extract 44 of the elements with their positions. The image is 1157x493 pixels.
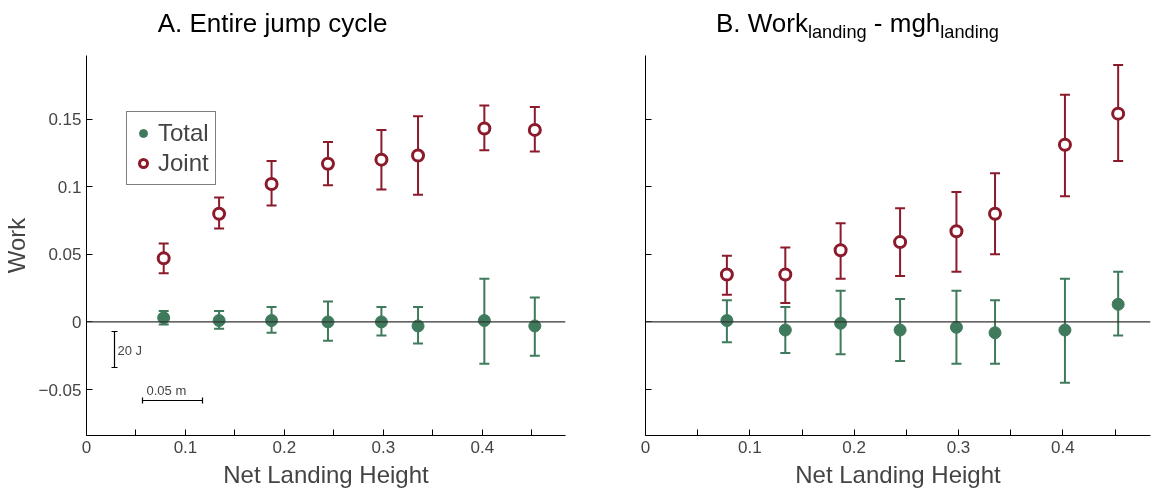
point [778, 323, 792, 337]
point [156, 251, 171, 266]
point [833, 243, 848, 258]
point [374, 152, 389, 167]
point [1111, 297, 1125, 311]
x-tick-label: 0.1 [738, 437, 762, 457]
point [988, 326, 1002, 340]
x-axis-title: Net Landing Height [223, 460, 430, 488]
point [320, 156, 335, 171]
point [949, 224, 964, 239]
chart-title: B. Work$_{landing}$ - mgh$_{landing}$ [715, 7, 1000, 45]
point [264, 176, 279, 191]
y-tick-label: 0 [72, 312, 82, 332]
point [988, 206, 1003, 221]
x-tick-label: 0.2 [272, 437, 297, 457]
y-tick-label: 0.05 [48, 245, 82, 265]
point [719, 267, 734, 282]
x-tick-label: 0.2 [842, 437, 866, 457]
point [477, 121, 492, 136]
x-tick-label: 0.3 [946, 437, 971, 457]
y-tick-label: 0.1 [57, 177, 82, 197]
y-axis-title: Work [3, 216, 31, 274]
x-tick-label: 0.4 [1051, 437, 1075, 457]
point [212, 206, 227, 221]
x-tick-label: 0 [640, 437, 651, 457]
point [1111, 106, 1126, 121]
x-axis-title: Net Landing Height [795, 460, 1002, 488]
point [778, 267, 793, 282]
y-tick-label: −0.05 [38, 380, 82, 400]
point [893, 323, 907, 337]
legend-label: Total [158, 118, 209, 148]
point [527, 122, 542, 137]
chart-title: A. Entire jump cycle [156, 7, 389, 40]
point [1057, 137, 1072, 152]
x-tick-label: 0.3 [371, 437, 396, 457]
x-tick-label: 0.4 [470, 437, 495, 457]
point [1058, 323, 1072, 337]
legend-label: Joint [158, 148, 209, 178]
annotation: 0.05 m [146, 382, 187, 398]
point [411, 148, 426, 163]
annotation: 20 J [117, 342, 143, 358]
y-tick-label: 0.15 [48, 110, 82, 130]
point [893, 235, 908, 250]
x-tick-label: 0.1 [173, 437, 198, 457]
